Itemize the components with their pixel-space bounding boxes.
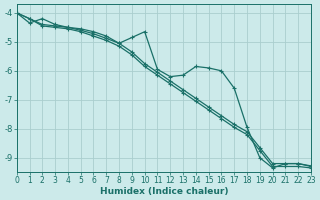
X-axis label: Humidex (Indice chaleur): Humidex (Indice chaleur) — [100, 187, 228, 196]
